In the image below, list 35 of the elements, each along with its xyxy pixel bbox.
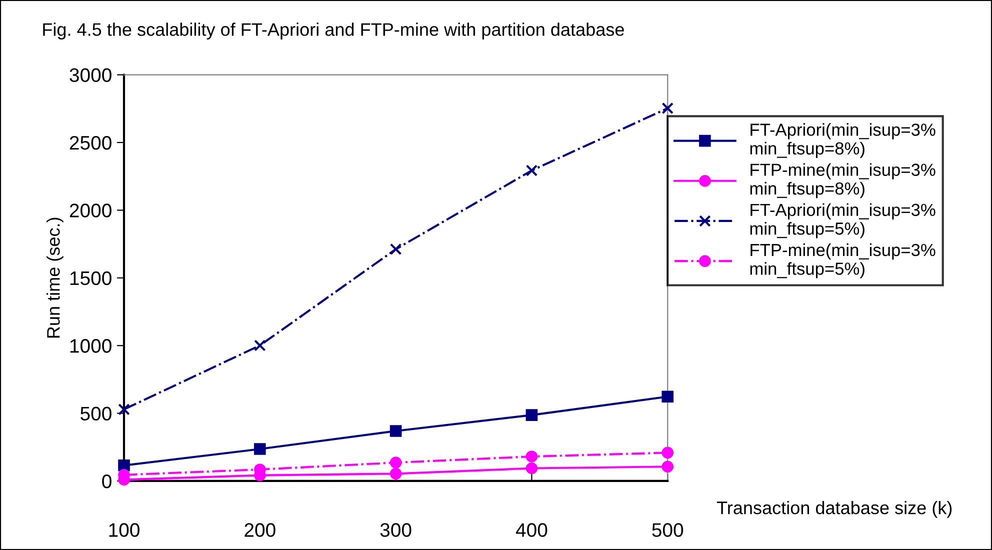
y-tick-label: 500 <box>80 406 112 421</box>
chart-title: Fig. 4.5 the scalability of FT-Apriori and FTP-mine with partition database <box>43 22 624 40</box>
point <box>526 462 538 474</box>
x-tick-label: 500 <box>652 523 684 537</box>
x-tick-label: 200 <box>244 523 276 537</box>
x-tick-label: 300 <box>380 523 412 537</box>
point <box>390 468 402 480</box>
y-tick-label: 1500 <box>70 271 112 286</box>
y-tick-label: 2000 <box>70 204 112 218</box>
point <box>390 243 402 256</box>
point <box>662 460 674 473</box>
legend-label: FTP-mine(min_isup=3% min_ftsup=8%) <box>750 163 936 198</box>
point <box>390 456 402 468</box>
y-tick-label: 1000 <box>70 339 112 353</box>
x-tick-label: 400 <box>516 523 548 537</box>
legend-label: FT-Apriori(min_isup=3% min_ftsup=8%) <box>750 123 936 158</box>
point <box>662 102 674 114</box>
point <box>254 443 266 455</box>
point <box>390 425 402 437</box>
y-axis-title: Run time (sec.) <box>46 218 64 338</box>
x-tick-label: 100 <box>109 523 140 537</box>
y-tick-label: 0 <box>102 474 112 488</box>
point <box>118 403 130 416</box>
legend-label: FTP-mine(min_isup=3% min_ftsup=5%) <box>750 243 936 278</box>
point <box>526 409 538 421</box>
y-tick-label: 3000 <box>70 68 112 82</box>
point <box>662 446 674 459</box>
point <box>526 450 538 462</box>
legend-label: FT-Apriori(min_isup=3% min_ftsup=5%) <box>750 203 936 238</box>
point <box>254 340 266 352</box>
point <box>526 164 538 176</box>
point <box>662 390 674 403</box>
x-axis-title: Transaction database size (k) <box>716 500 952 518</box>
point <box>118 460 130 472</box>
y-tick-label: 2500 <box>70 136 112 150</box>
